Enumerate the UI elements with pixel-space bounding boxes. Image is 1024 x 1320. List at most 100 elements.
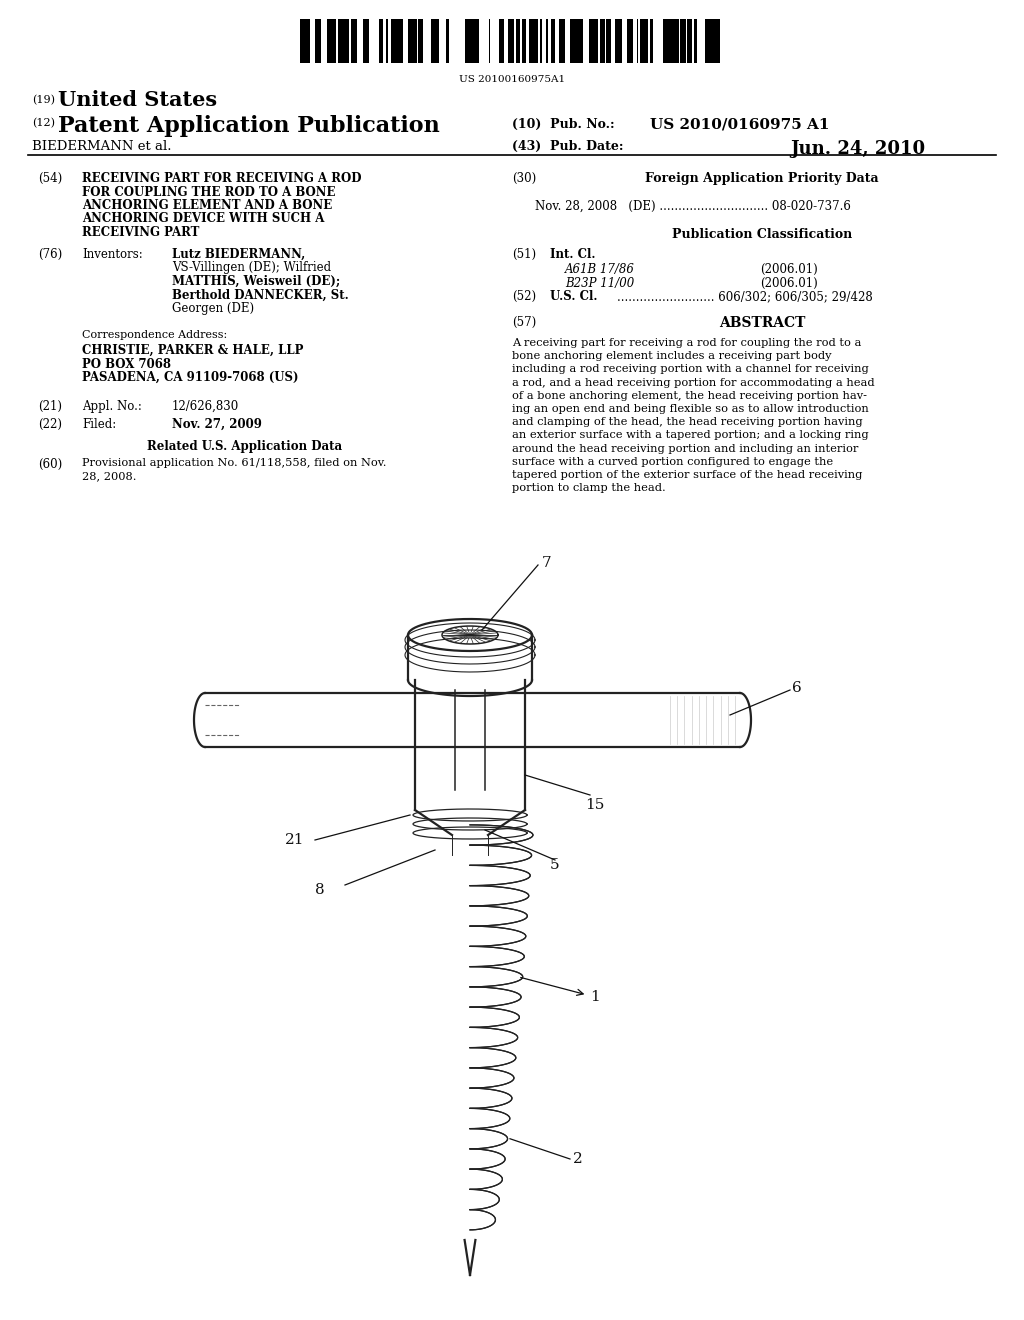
Text: Georgen (DE): Georgen (DE) — [172, 302, 254, 315]
Text: 8: 8 — [315, 883, 325, 898]
Text: FOR COUPLING THE ROD TO A BONE: FOR COUPLING THE ROD TO A BONE — [82, 186, 336, 198]
Bar — [365, 18, 368, 63]
Text: ing an open end and being flexible so as to allow introduction: ing an open end and being flexible so as… — [512, 404, 868, 414]
Text: of a bone anchoring element, the head receiving portion hav-: of a bone anchoring element, the head re… — [512, 391, 867, 401]
Text: (2006.01): (2006.01) — [760, 263, 818, 276]
Text: an exterior surface with a tapered portion; and a locking ring: an exterior surface with a tapered porti… — [512, 430, 868, 441]
Bar — [411, 18, 415, 63]
Bar — [680, 18, 682, 63]
Bar — [343, 18, 344, 63]
Text: 28, 2008.: 28, 2008. — [82, 471, 136, 482]
Bar — [521, 18, 526, 63]
Bar — [379, 18, 383, 63]
Bar — [395, 18, 398, 63]
Text: (51): (51) — [512, 248, 537, 261]
Bar — [307, 18, 310, 63]
Bar — [528, 18, 534, 63]
Bar — [319, 18, 321, 63]
Text: US 20100160975A1: US 20100160975A1 — [459, 75, 565, 84]
Text: (22): (22) — [38, 418, 62, 432]
Text: Correspondence Address:: Correspondence Address: — [82, 330, 227, 341]
Bar — [713, 18, 717, 63]
Bar — [573, 18, 575, 63]
Bar — [350, 18, 353, 63]
Bar — [540, 18, 542, 63]
Text: 12/626,830: 12/626,830 — [172, 400, 240, 413]
Text: US 2010/0160975 A1: US 2010/0160975 A1 — [650, 117, 829, 132]
Bar — [408, 18, 411, 63]
Bar — [353, 18, 356, 63]
Bar — [687, 18, 691, 63]
Bar — [430, 18, 435, 63]
Bar — [637, 18, 638, 63]
Text: (52): (52) — [512, 290, 537, 304]
Bar — [578, 18, 583, 63]
Bar — [344, 18, 349, 63]
Text: (21): (21) — [38, 400, 62, 413]
Text: Appl. No.:: Appl. No.: — [82, 400, 142, 413]
Text: U.S. Cl.: U.S. Cl. — [550, 290, 597, 304]
Text: 15: 15 — [585, 799, 604, 812]
Text: Berthold DANNECKER, St.: Berthold DANNECKER, St. — [172, 289, 349, 301]
Text: (43)  Pub. Date:: (43) Pub. Date: — [512, 140, 624, 153]
Text: and clamping of the head, the head receiving portion having: and clamping of the head, the head recei… — [512, 417, 862, 428]
Bar — [435, 18, 438, 63]
Bar — [534, 18, 538, 63]
Text: Nov. 28, 2008   (DE) ............................. 08-020-737.6: Nov. 28, 2008 (DE) .....................… — [535, 201, 851, 213]
Bar — [303, 18, 307, 63]
Bar — [515, 18, 520, 63]
Bar — [705, 18, 707, 63]
Bar — [620, 18, 622, 63]
Text: Jun. 24, 2010: Jun. 24, 2010 — [790, 140, 925, 158]
Text: RECEIVING PART: RECEIVING PART — [82, 226, 200, 239]
Text: bone anchoring element includes a receiving part body: bone anchoring element includes a receiv… — [512, 351, 831, 362]
Bar — [559, 18, 562, 63]
Bar — [616, 18, 620, 63]
Bar — [418, 18, 423, 63]
Bar — [415, 18, 417, 63]
Text: Inventors:: Inventors: — [82, 248, 142, 261]
Bar — [710, 18, 713, 63]
Bar — [339, 18, 341, 63]
Text: (54): (54) — [38, 172, 62, 185]
Bar — [575, 18, 578, 63]
Bar — [674, 18, 675, 63]
Bar — [643, 18, 647, 63]
Bar — [663, 18, 668, 63]
Text: (30): (30) — [512, 172, 537, 185]
Text: Publication Classification: Publication Classification — [672, 228, 852, 242]
Bar — [569, 18, 573, 63]
Text: B23P 11/00: B23P 11/00 — [565, 277, 634, 290]
Text: CHRISTIE, PARKER & HALE, LLP: CHRISTIE, PARKER & HALE, LLP — [82, 345, 303, 356]
Text: Related U.S. Application Data: Related U.S. Application Data — [147, 440, 343, 453]
Bar — [675, 18, 679, 63]
Text: United States: United States — [58, 90, 217, 110]
Text: Lutz BIEDERMANN,: Lutz BIEDERMANN, — [172, 248, 305, 261]
Bar — [631, 18, 633, 63]
Text: Provisional application No. 61/118,558, filed on Nov.: Provisional application No. 61/118,558, … — [82, 458, 386, 469]
Text: 2: 2 — [573, 1152, 583, 1166]
Text: 7: 7 — [542, 556, 552, 570]
Bar — [368, 18, 369, 63]
Text: a rod, and a head receiving portion for accommodating a head: a rod, and a head receiving portion for … — [512, 378, 874, 388]
Text: A61B 17/86: A61B 17/86 — [565, 263, 635, 276]
Bar — [398, 18, 403, 63]
Bar — [668, 18, 670, 63]
Text: PO BOX 7068: PO BOX 7068 — [82, 358, 171, 371]
Text: VS-Villingen (DE); Wilfried: VS-Villingen (DE); Wilfried — [172, 261, 331, 275]
Bar — [385, 18, 388, 63]
Bar — [477, 18, 479, 63]
Text: portion to clamp the head.: portion to clamp the head. — [512, 483, 666, 494]
Text: (2006.01): (2006.01) — [760, 277, 818, 290]
Text: (57): (57) — [512, 315, 537, 329]
Text: Foreign Application Priority Data: Foreign Application Priority Data — [645, 172, 879, 185]
Bar — [682, 18, 684, 63]
Bar — [717, 18, 720, 63]
Bar — [473, 18, 477, 63]
Bar — [338, 18, 339, 63]
Text: (10)  Pub. No.:: (10) Pub. No.: — [512, 117, 614, 131]
Bar — [511, 18, 514, 63]
Text: BIEDERMANN et al.: BIEDERMANN et al. — [32, 140, 171, 153]
Text: Int. Cl.: Int. Cl. — [550, 248, 596, 261]
Text: tapered portion of the exterior surface of the head receiving: tapered portion of the exterior surface … — [512, 470, 862, 480]
